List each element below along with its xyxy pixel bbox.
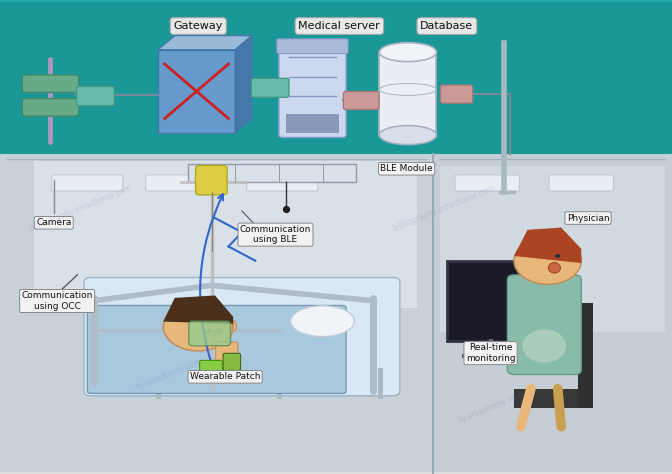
FancyBboxPatch shape (441, 85, 473, 103)
Bar (514, 389, 588, 408)
Text: bibliography.aroadtome.com: bibliography.aroadtome.com (28, 184, 133, 233)
Text: Medical server: Medical server (298, 21, 380, 31)
FancyBboxPatch shape (216, 342, 238, 364)
Ellipse shape (548, 263, 560, 273)
Bar (379, 52, 436, 135)
Circle shape (514, 237, 581, 284)
FancyBboxPatch shape (247, 175, 318, 191)
Ellipse shape (555, 254, 560, 258)
FancyBboxPatch shape (52, 175, 123, 191)
Bar (0, 0, 672, 154)
Ellipse shape (522, 329, 566, 363)
Text: Physician: Physician (566, 214, 610, 222)
FancyBboxPatch shape (277, 39, 348, 54)
Text: Gateway: Gateway (173, 21, 223, 31)
Point (280, 205, 291, 212)
FancyBboxPatch shape (87, 306, 346, 393)
Bar (447, 261, 534, 341)
Text: bibliography.aroadtome.com: bibliography.aroadtome.com (391, 184, 496, 233)
Text: Camera: Camera (36, 219, 71, 227)
Polygon shape (158, 36, 252, 50)
Text: Communication
using BLE: Communication using BLE (240, 225, 311, 244)
FancyBboxPatch shape (188, 164, 356, 182)
FancyBboxPatch shape (279, 45, 346, 137)
Ellipse shape (379, 43, 437, 62)
Bar (0, 472, 672, 474)
FancyBboxPatch shape (22, 75, 79, 92)
FancyBboxPatch shape (251, 78, 289, 97)
Bar (286, 114, 339, 133)
FancyBboxPatch shape (343, 91, 379, 109)
Bar (0, 154, 433, 474)
Bar (0, 0, 672, 2)
Ellipse shape (290, 306, 355, 337)
FancyBboxPatch shape (146, 175, 217, 191)
Text: hy.aroadtome.com: hy.aroadtome.com (456, 390, 525, 425)
FancyBboxPatch shape (84, 278, 400, 396)
Polygon shape (235, 36, 252, 133)
Bar (578, 303, 593, 408)
FancyBboxPatch shape (455, 175, 519, 191)
FancyBboxPatch shape (189, 321, 230, 346)
FancyBboxPatch shape (507, 275, 581, 374)
Bar (433, 154, 672, 474)
FancyBboxPatch shape (200, 360, 222, 373)
Text: Wearable Patch: Wearable Patch (190, 373, 260, 381)
Text: Real-time
monitoring: Real-time monitoring (466, 344, 515, 363)
FancyBboxPatch shape (196, 165, 227, 195)
Polygon shape (163, 295, 233, 324)
Polygon shape (514, 228, 581, 263)
Circle shape (163, 301, 233, 351)
FancyBboxPatch shape (549, 175, 614, 191)
Text: Communication
using OCC: Communication using OCC (22, 292, 93, 310)
Bar (440, 166, 665, 332)
Text: Database: Database (420, 21, 474, 31)
Bar (34, 161, 417, 308)
Text: hy.aroadtome.com: hy.aroadtome.com (134, 357, 202, 392)
Ellipse shape (379, 126, 437, 145)
FancyBboxPatch shape (77, 86, 114, 106)
FancyBboxPatch shape (22, 99, 79, 116)
FancyBboxPatch shape (223, 353, 241, 370)
Bar (158, 50, 235, 133)
Text: BLE Module: BLE Module (380, 164, 433, 173)
Ellipse shape (224, 319, 237, 333)
